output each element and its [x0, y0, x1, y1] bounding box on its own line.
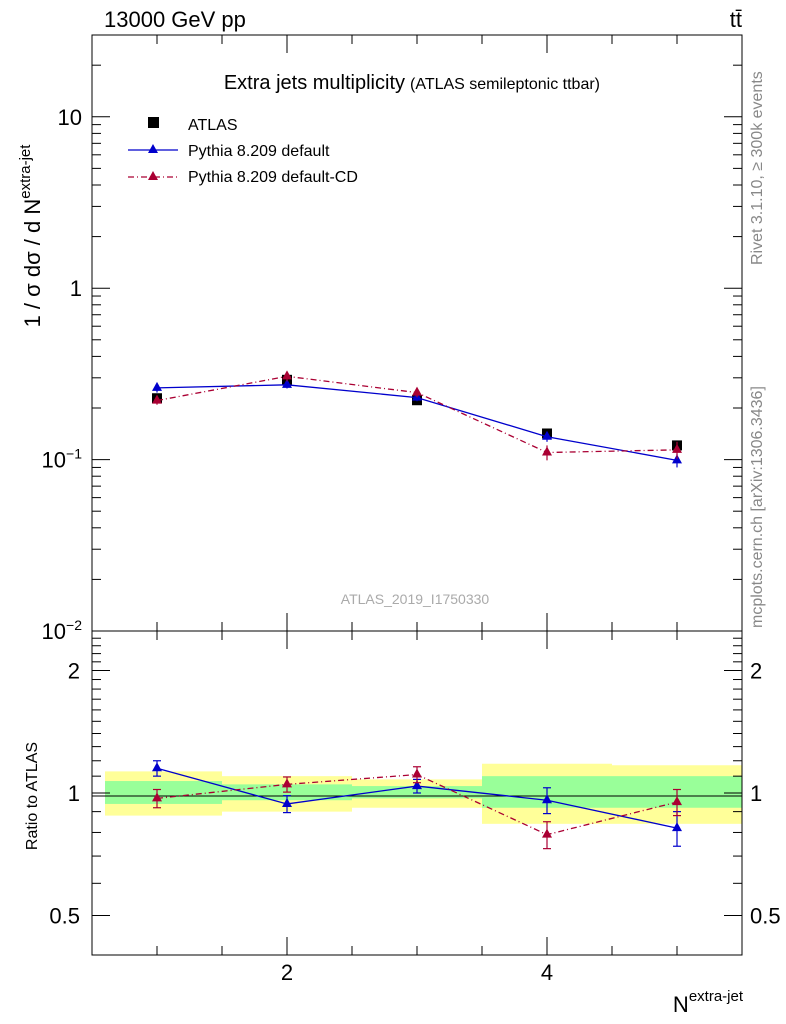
main-ylabel-sup: extra-jet — [17, 144, 34, 199]
ratio-point — [282, 797, 292, 807]
xlabel: Nextra-jet — [673, 988, 744, 1017]
energy-label: 13000 GeV pp — [104, 7, 246, 32]
data-point-triangle — [152, 394, 162, 404]
legend: ATLAS Pythia 8.209 default Pythia 8.209 … — [128, 117, 358, 186]
main-ytick-label: 10 — [58, 105, 82, 130]
ratio-ytick-label-right: 2 — [750, 658, 762, 683]
main-ytick-label: 1 — [70, 276, 82, 301]
main-ytick-label-base: 10 — [58, 105, 82, 130]
main-ytick-label: 10−1 — [42, 446, 83, 473]
process-label: tt̄ — [730, 7, 742, 32]
xtick-label: 2 — [281, 960, 293, 985]
ratio-ytick-label: 2 — [68, 658, 80, 683]
legend-label-atlas: ATLAS — [188, 117, 238, 134]
ratio-panel: 2 2 1 1 0.5 0.5 2 4 Ratio to ATLAS Nextra-jet — [24, 630, 781, 1017]
data-point-triangle — [542, 430, 552, 440]
series-2 — [152, 370, 682, 461]
main-ylabel: 1 / σ dσ / d Nextra-jet — [17, 144, 45, 328]
xlabel-sup: extra-jet — [689, 988, 744, 1005]
legend-marker-cd — [148, 171, 158, 180]
main-ytick-label-exp: −2 — [66, 617, 82, 633]
data-point-triangle — [672, 443, 682, 453]
ratio-point — [152, 792, 162, 802]
main-ytick-label-base: 1 — [70, 276, 82, 301]
ratio-point — [672, 822, 682, 832]
legend-marker-atlas — [148, 117, 159, 128]
ratio-ytick-label-right: 0.5 — [750, 904, 781, 929]
xlabel-main: N — [673, 992, 689, 1017]
main-series — [152, 370, 682, 468]
chart-title: Extra jets multiplicity — [224, 72, 405, 94]
ratio-ytick-label: 0.5 — [49, 904, 80, 929]
legend-marker-default — [148, 144, 158, 153]
data-point-triangle — [542, 446, 552, 456]
data-point-triangle — [282, 370, 292, 380]
main-ylabel-text: 1 / σ dσ / d N — [20, 199, 45, 328]
ratio-point — [282, 778, 292, 788]
main-ytick-label-exp: −1 — [66, 446, 82, 462]
analysis-watermark: ATLAS_2019_I1750330 — [341, 591, 490, 607]
data-point-triangle — [412, 386, 422, 396]
main-ytick-label: 10−2 — [42, 617, 83, 644]
main-ytick-label-base: 10 — [42, 619, 66, 644]
data-point-triangle — [282, 378, 292, 388]
mcplots-label: mcplots.cern.ch [arXiv:1306.3436] — [749, 386, 766, 628]
ratio-band-green — [105, 781, 222, 804]
main-ytick-label-base: 10 — [42, 448, 66, 473]
ratio-point — [542, 828, 552, 838]
ratio-point — [152, 762, 162, 772]
ratio-series-0 — [152, 760, 682, 847]
xtick-label: 4 — [541, 960, 553, 985]
ratio-ylabel: Ratio to ATLAS — [24, 742, 41, 850]
ratio-point — [412, 768, 422, 778]
ratio-point — [412, 780, 422, 790]
ratio-ytick-label: 1 — [68, 781, 80, 806]
svg-text:1 / σ dσ / d Nextra-jet: 1 / σ dσ / d Nextra-jet — [17, 144, 45, 328]
ratio-ytick-label-right: 1 — [750, 781, 762, 806]
legend-label-default: Pythia 8.209 default — [188, 143, 330, 160]
ratio-series-1 — [152, 766, 682, 850]
data-point-triangle — [152, 381, 162, 391]
ratio-point — [542, 794, 552, 804]
ratio-point — [672, 796, 682, 806]
chart-subtitle: (ATLAS semileptonic ttbar) — [410, 76, 600, 93]
legend-label-cd: Pythia 8.209 default-CD — [188, 169, 358, 186]
ratio-axis-ticks: 2 2 1 1 0.5 0.5 2 4 — [49, 631, 781, 985]
ratio-series — [152, 760, 682, 850]
rivet-label: Rivet 3.1.10, ≥ 300k events — [749, 71, 766, 265]
